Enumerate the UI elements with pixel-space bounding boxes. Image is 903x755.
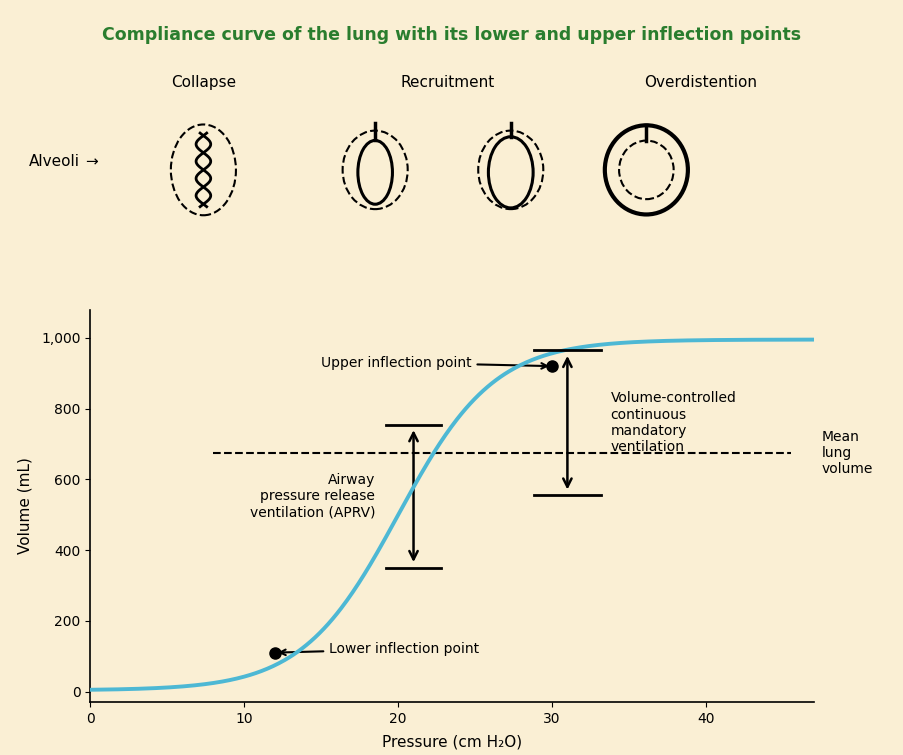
- Text: Upper inflection point: Upper inflection point: [321, 356, 546, 370]
- Text: Volume-controlled
continuous
mandatory
ventilation: Volume-controlled continuous mandatory v…: [610, 391, 736, 454]
- Text: Compliance curve of the lung with its lower and upper inflection points: Compliance curve of the lung with its lo…: [102, 26, 801, 45]
- Y-axis label: Volume (mL): Volume (mL): [18, 458, 33, 554]
- Text: Airway
pressure release
ventilation (APRV): Airway pressure release ventilation (APR…: [249, 473, 375, 519]
- X-axis label: Pressure (cm H₂O): Pressure (cm H₂O): [381, 734, 522, 749]
- Text: Alveoli: Alveoli: [29, 154, 79, 169]
- Text: Overdistention: Overdistention: [643, 75, 756, 90]
- Text: Collapse: Collapse: [171, 75, 236, 90]
- Text: →: →: [85, 154, 98, 169]
- Text: Mean
lung
volume: Mean lung volume: [821, 430, 871, 476]
- Text: Recruitment: Recruitment: [400, 75, 494, 90]
- Text: Lower inflection point: Lower inflection point: [280, 642, 479, 656]
